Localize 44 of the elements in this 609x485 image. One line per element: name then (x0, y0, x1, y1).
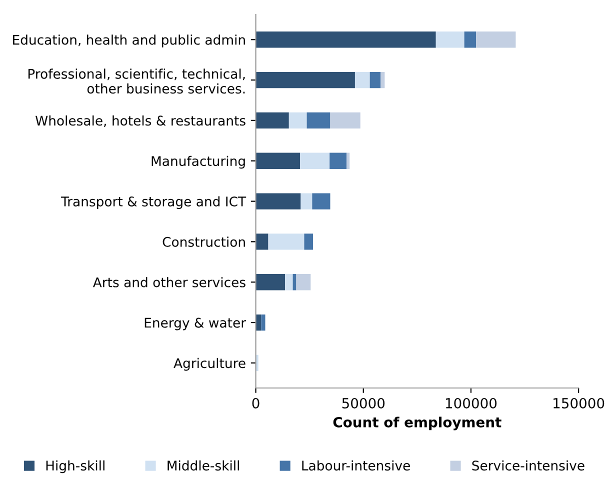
y-tick-label: Energy & water (144, 318, 246, 330)
bar (256, 72, 355, 88)
bar (464, 32, 476, 48)
bar (330, 152, 347, 169)
bar (304, 234, 314, 250)
bar (256, 274, 286, 290)
y-tick-label: Wholesale, hotels & restaurants (36, 115, 246, 127)
bar (476, 32, 516, 48)
y-tick-label: Education, health and public admin (13, 34, 245, 48)
bar (285, 274, 293, 290)
x-axis-title: Count of employment (333, 416, 502, 430)
bar (256, 152, 300, 169)
bar (261, 314, 266, 331)
bar (370, 72, 381, 88)
x-tick-label: 50000 (342, 398, 385, 408)
bar (256, 112, 289, 129)
bar (300, 152, 330, 169)
x-tick-label: 150000 (554, 398, 604, 408)
legend-label: Middle-skill (168, 460, 239, 471)
bar (354, 72, 370, 88)
x-tick-label: 0 (252, 398, 260, 408)
y-tick-label: Manufacturing (152, 156, 245, 169)
bar (306, 112, 330, 129)
bar (346, 152, 350, 169)
x-tick-label: 100000 (446, 398, 497, 408)
y-tick-label: Professional, scientific, technical, other business services. (28, 68, 245, 94)
y-tick-label: Arts and other services (92, 277, 246, 288)
y-tick-label: Construction (162, 236, 245, 247)
bar (300, 193, 312, 210)
y-tick-label: Transport & storage and ICT (60, 196, 246, 210)
bar (256, 234, 268, 250)
y-tick-label: Agriculture (174, 358, 246, 371)
bar (268, 234, 304, 250)
bar (256, 32, 436, 48)
bar (296, 274, 311, 290)
bar (330, 112, 360, 129)
bar (436, 32, 464, 48)
bar (312, 193, 330, 210)
bar (380, 72, 385, 88)
legend-label: Labour-intensive (302, 460, 410, 471)
legend-label: High-skill (46, 460, 104, 474)
bar (288, 112, 307, 129)
legend-label: Service-intensive (472, 460, 584, 471)
bar (256, 193, 301, 210)
